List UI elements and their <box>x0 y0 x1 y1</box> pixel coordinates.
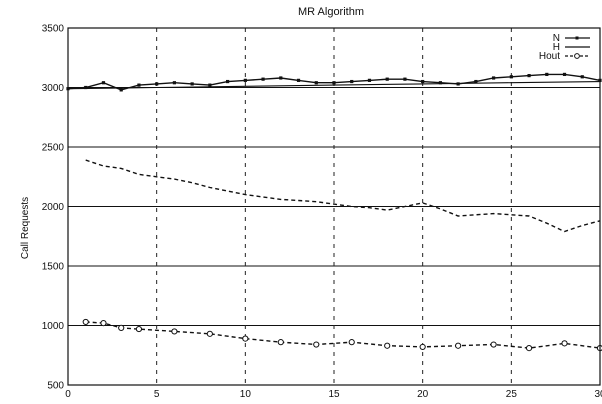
series-unnamed <box>85 159 601 233</box>
data-point <box>438 81 442 85</box>
data-point <box>403 77 407 81</box>
data-point <box>208 83 212 87</box>
legend-marker-n <box>575 36 579 40</box>
y-tick-label-2000: 2000 <box>42 202 65 213</box>
series-hout <box>82 318 602 352</box>
data-point <box>226 79 230 84</box>
data-point <box>118 324 125 331</box>
data-point <box>527 74 531 78</box>
data-point <box>490 341 497 348</box>
data-point <box>332 81 336 85</box>
data-point <box>261 77 265 81</box>
data-point <box>350 79 354 84</box>
data-point <box>243 78 247 82</box>
data-point <box>421 79 425 84</box>
y-axis: 500 1000 1500 2000 2500 3000 3500 <box>42 24 65 392</box>
data-point <box>562 72 567 77</box>
data-point <box>82 318 89 326</box>
x-tick-label-15: 15 <box>328 389 340 400</box>
legend-label-h: H <box>553 42 560 53</box>
y-tick-label-3000: 3000 <box>42 83 65 94</box>
y-tick-label-1000: 1000 <box>42 321 65 332</box>
data-point <box>100 320 107 327</box>
x-tick-label-5: 5 <box>154 389 160 400</box>
data-point <box>277 339 284 346</box>
data-point <box>561 340 568 347</box>
data-point <box>296 78 301 82</box>
data-point <box>314 81 318 85</box>
data-point <box>384 342 391 349</box>
legend-marker-hout <box>574 53 580 59</box>
data-point <box>509 75 513 79</box>
data-point <box>474 79 478 84</box>
x-tick-label-20: 20 <box>417 389 429 400</box>
data-point <box>348 339 355 346</box>
data-point <box>171 328 178 335</box>
plot-frame <box>67 27 601 386</box>
y-axis-label: Call Requests <box>20 197 31 259</box>
data-point <box>367 78 372 82</box>
y-tick-label-500: 500 <box>47 381 64 392</box>
data-point <box>206 330 213 337</box>
series-n <box>66 72 602 92</box>
x-tick-label-30: 30 <box>594 389 602 400</box>
data-point <box>385 77 389 81</box>
data-point <box>279 76 283 80</box>
series-h <box>67 81 601 90</box>
data-point <box>135 325 143 333</box>
data-point <box>580 75 584 79</box>
y-tick-label-1500: 1500 <box>42 262 65 273</box>
data-point <box>101 81 106 85</box>
data-point <box>137 83 141 87</box>
data-point <box>419 343 426 351</box>
data-point <box>455 342 462 349</box>
x-tick-label-10: 10 <box>240 389 252 400</box>
data-point <box>545 72 549 77</box>
data-point <box>313 341 320 348</box>
x-tick-label-25: 25 <box>506 389 518 400</box>
data-point <box>492 76 496 80</box>
x-tick-label-0: 0 <box>65 389 71 400</box>
y-tick-label-2500: 2500 <box>42 143 65 154</box>
data-point <box>84 85 88 90</box>
data-point <box>172 81 176 85</box>
data-point <box>242 335 249 342</box>
data-point <box>119 88 123 92</box>
data-point <box>190 82 194 86</box>
y-tick-label-3500: 3500 <box>42 24 65 35</box>
series-line-1 <box>67 81 601 90</box>
legend-label-hout: Hout <box>539 51 560 62</box>
series-layer <box>66 72 602 352</box>
x-axis: 0 5 10 15 20 25 30 <box>65 389 602 400</box>
chart-title: MR Algorithm <box>298 6 364 18</box>
data-point <box>525 345 533 352</box>
data-point <box>155 82 159 86</box>
series-line-3 <box>85 159 601 233</box>
legend-label-n: N <box>553 33 560 44</box>
